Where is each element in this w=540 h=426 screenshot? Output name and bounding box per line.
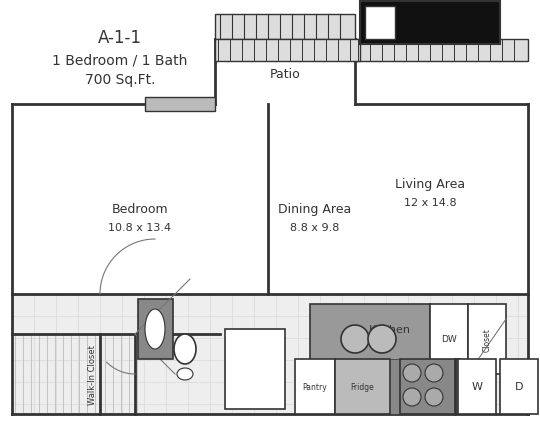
Bar (390, 359, 400, 414)
Circle shape (403, 388, 421, 406)
Bar (295, 359, 335, 414)
Bar (145, 98, 215, 112)
Text: W: W (471, 382, 483, 391)
Bar (215, 15, 355, 40)
Text: Walk-In Closet: Walk-In Closet (87, 344, 97, 404)
Bar (335, 359, 390, 414)
Bar (310, 304, 430, 374)
Circle shape (403, 364, 421, 382)
Bar (458, 359, 496, 414)
Text: 8.8 x 9.8: 8.8 x 9.8 (291, 222, 340, 233)
Text: 10.8 x 13.4: 10.8 x 13.4 (109, 222, 172, 233)
Text: Closet: Closet (483, 327, 491, 351)
Bar (360, 2, 500, 45)
Text: Pantry: Pantry (302, 382, 327, 391)
Ellipse shape (177, 368, 193, 380)
Text: Patio: Patio (269, 68, 300, 81)
Text: DW: DW (441, 335, 457, 344)
Bar (355, 40, 528, 62)
Bar (12, 294, 528, 414)
Text: D: D (515, 382, 523, 391)
Text: Fridge: Fridge (350, 382, 374, 391)
Text: Dining Area: Dining Area (279, 203, 352, 216)
Ellipse shape (174, 334, 196, 364)
Bar (500, 359, 538, 414)
Text: Bedroom: Bedroom (112, 203, 168, 216)
Text: Living Area: Living Area (395, 178, 465, 191)
Text: A-1-1: A-1-1 (98, 29, 142, 47)
Bar (430, 304, 468, 374)
Circle shape (425, 388, 443, 406)
Bar (138, 299, 173, 359)
Text: 1 Bedroom / 1 Bath: 1 Bedroom / 1 Bath (52, 53, 188, 67)
Bar (365, 7, 395, 40)
Bar (460, 359, 470, 414)
Bar (468, 304, 506, 374)
Bar (225, 329, 285, 409)
Bar (400, 359, 460, 414)
Text: 12 x 14.8: 12 x 14.8 (404, 198, 456, 207)
Bar (215, 40, 360, 62)
Circle shape (341, 325, 369, 353)
Circle shape (368, 325, 396, 353)
Text: 700 Sq.Ft.: 700 Sq.Ft. (85, 73, 156, 87)
Ellipse shape (145, 309, 165, 349)
Circle shape (425, 364, 443, 382)
Text: Kitchen: Kitchen (369, 324, 411, 334)
